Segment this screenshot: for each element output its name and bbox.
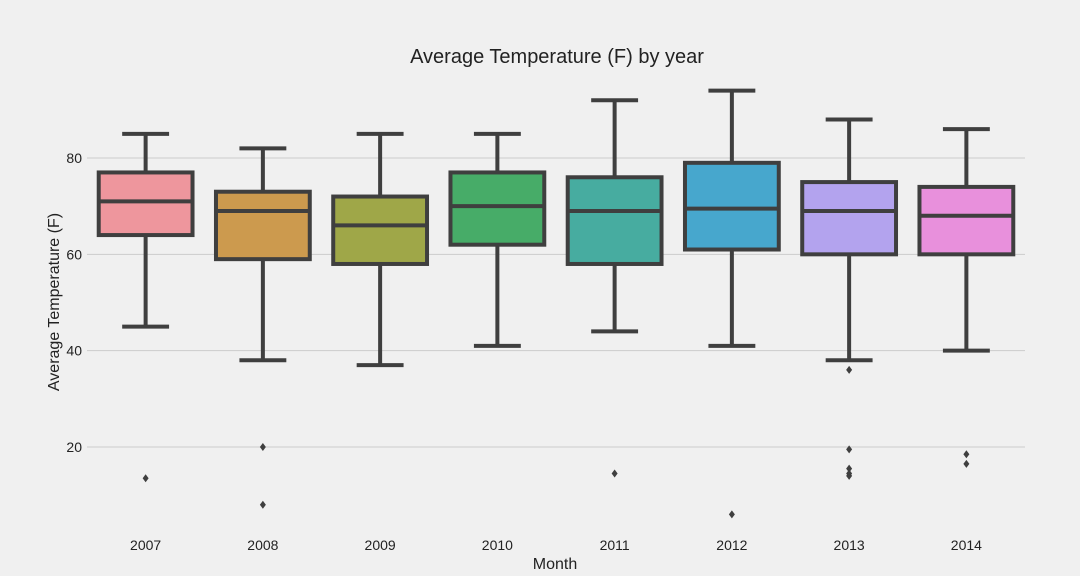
iqr-box <box>448 170 547 247</box>
y-tick-label-60: 60 <box>66 246 82 262</box>
box-2009 <box>331 131 430 368</box>
outlier-point <box>259 443 266 451</box>
x-tick-label-2007: 2007 <box>130 537 161 553</box>
box-2008 <box>213 146 312 509</box>
iqr-box <box>565 175 664 266</box>
outlier-point <box>846 365 853 374</box>
outlier-point <box>846 464 853 473</box>
box-2010 <box>448 131 547 348</box>
iqr-box <box>213 189 312 262</box>
y-tick-label-40: 40 <box>66 343 82 359</box>
x-tick-label-2009: 2009 <box>365 537 396 553</box>
x-tick-label-2014: 2014 <box>951 537 982 553</box>
iqr-box <box>682 160 781 252</box>
box-2012 <box>682 88 781 519</box>
outlier-point <box>846 471 853 480</box>
iqr-box <box>96 170 195 238</box>
outlier-point <box>142 474 149 483</box>
x-axis-ticks: 2007 2008 2009 2010 2011 2012 2013 2014 <box>130 537 982 553</box>
x-tick-label-2013: 2013 <box>834 537 865 553</box>
x-tick-label-2010: 2010 <box>482 537 513 553</box>
iqr-box <box>917 184 1016 257</box>
outlier-point <box>259 500 266 509</box>
y-tick-label-80: 80 <box>66 150 82 166</box>
box-2007 <box>96 131 195 483</box>
y-axis-ticks: 20 40 60 80 <box>66 150 82 455</box>
box-2013 <box>800 117 899 480</box>
iqr-box <box>800 180 899 257</box>
outlier-point <box>963 450 970 459</box>
outlier-point <box>611 469 618 478</box>
chart-title: Average Temperature (F) by year <box>410 46 704 68</box>
y-axis-label: Average Temperature (F) <box>46 213 63 391</box>
iqr-box <box>331 194 430 266</box>
outlier-point <box>728 510 735 519</box>
box-2014 <box>917 127 1016 468</box>
x-tick-label-2008: 2008 <box>247 537 278 553</box>
y-tick-label-20: 20 <box>66 439 82 455</box>
x-tick-label-2011: 2011 <box>600 537 630 553</box>
box-2011 <box>565 98 664 478</box>
x-tick-label-2012: 2012 <box>716 537 747 553</box>
x-axis-label: Month <box>533 556 577 573</box>
outlier-point <box>963 459 970 468</box>
outlier-point <box>846 445 853 454</box>
boxes <box>96 88 1016 519</box>
